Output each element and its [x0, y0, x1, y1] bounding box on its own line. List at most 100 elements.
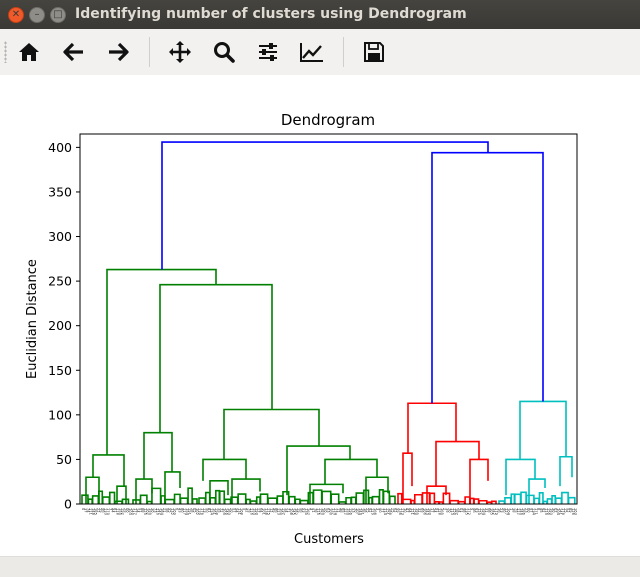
home-button[interactable]	[12, 35, 46, 69]
leaf-tick-label: 12	[269, 508, 273, 513]
leaf-tick-label: 30	[551, 508, 555, 513]
leaf-tick-label: 26	[324, 508, 328, 513]
leaf-tick-label: 152	[319, 508, 323, 515]
dendrogram-link	[528, 478, 546, 504]
leaf-tick-label: 133	[103, 508, 107, 515]
forward-button[interactable]	[101, 35, 135, 69]
pan-button[interactable]	[163, 35, 197, 69]
dendrogram-link	[231, 478, 261, 504]
leaf-tick-label: 101	[262, 508, 266, 515]
leaf-tick-label: 166	[373, 508, 377, 516]
leaf-tick-label: 69	[420, 508, 424, 513]
leaf-link	[397, 492, 403, 504]
dendrogram-link	[106, 268, 217, 455]
leaf-tick-label: 17	[430, 508, 434, 513]
leaf-tick-label: 104	[556, 508, 560, 516]
dendrogram-link	[407, 402, 457, 454]
y-tick-label: 150	[48, 363, 72, 378]
leaf-tick-label: 190	[254, 508, 258, 516]
leaf-link	[421, 492, 431, 504]
leaf-tick-label: 88	[140, 508, 144, 513]
toolbar-grip	[4, 41, 7, 63]
dendrogram-link	[469, 458, 489, 504]
leaf-link	[321, 490, 332, 504]
leaf-tick-label: 74	[86, 508, 90, 513]
dendrogram-link	[92, 454, 125, 487]
leaf-link	[164, 498, 175, 504]
leaf-tick-label: 7	[108, 508, 112, 510]
edit-axis-button[interactable]	[295, 35, 329, 69]
minimize-icon[interactable]: –	[29, 7, 45, 23]
leaf-tick-label: 135	[465, 508, 469, 515]
leaf-tick-label: 85	[341, 508, 345, 513]
dendrogram-link	[426, 485, 447, 504]
leaf-tick-label: 169	[173, 508, 177, 516]
leaf-link	[554, 497, 563, 504]
leaf-tick-label: 163	[574, 508, 578, 515]
leaf-tick-label: 60	[527, 508, 531, 513]
leaf-link	[259, 493, 269, 504]
leaf-tick-label: 172	[467, 508, 471, 515]
leaf-tick-label: 8	[536, 508, 540, 511]
leaf-tick-label: 156	[546, 508, 550, 516]
maximize-icon[interactable]: □	[50, 7, 66, 23]
dendrogram-chart[interactable]: Dendrogram 03774111148185225996133170744…	[0, 75, 640, 556]
leaf-tick-label: 112	[517, 508, 521, 515]
back-button[interactable]	[57, 35, 91, 69]
leaf-tick-label: 9	[470, 508, 474, 511]
leaf-tick-label: 98	[462, 508, 466, 513]
save-button[interactable]	[357, 35, 391, 69]
leaf-tick-label: 27	[257, 508, 261, 513]
leaf-tick-label: 107	[356, 508, 360, 515]
leaf-link	[330, 493, 340, 504]
leaf-tick-label: 31	[484, 508, 488, 513]
toolbar	[0, 29, 640, 75]
leaf-tick-label: 174	[334, 508, 338, 516]
title-bar: ✕ – □ Identifying number of clusters usi…	[0, 0, 640, 29]
close-icon[interactable]: ✕	[8, 7, 24, 23]
leaf-tick-label: 164	[507, 508, 511, 516]
leaf-tick-label: 83	[475, 508, 479, 513]
leaf-tick-label: 71	[286, 508, 290, 513]
leaf-tick-label: 142	[492, 508, 496, 515]
leaf-tick-label: 35	[217, 508, 221, 513]
leaf-tick-label: 165	[440, 508, 444, 515]
leaf-tick-label: 134	[532, 508, 536, 516]
configure-subplots-button[interactable]	[251, 35, 285, 69]
leaf-tick-label: 87	[207, 508, 211, 513]
leaf-tick-label: 43	[178, 508, 182, 513]
leaf-tick-label: 16	[497, 508, 501, 513]
dendrogram-link	[223, 408, 320, 460]
x-axis-label: Customers	[294, 532, 364, 547]
leaf-tick-label: 90	[502, 508, 506, 513]
leaf-tick-label: 198	[215, 508, 219, 516]
leaf-tick-label: 93	[301, 508, 305, 513]
leaf-link	[533, 497, 540, 504]
leaf-tick-label: 76	[447, 508, 451, 513]
leaf-tick-label: 185	[93, 508, 97, 515]
leaf-link	[368, 496, 373, 504]
leaf-tick-label: 10	[403, 508, 407, 513]
leaf-link	[198, 497, 207, 504]
leaf-tick-label: 162	[145, 508, 149, 515]
leaf-link	[299, 499, 309, 504]
leaf-tick-label: 28	[190, 508, 194, 513]
y-axis: 0 50 100 150 200 250 300 350 400	[48, 140, 80, 512]
leaf-tick-label: 33	[351, 508, 355, 513]
window-title: Identifying number of clusters using Den…	[75, 6, 467, 22]
leaf-tick-label: 36	[150, 508, 154, 513]
leaf-tick-label: 115	[316, 508, 320, 515]
leaf-tick-label: 147	[158, 508, 162, 515]
leaf-link	[350, 496, 357, 504]
leaf-tick-label: 139	[197, 508, 201, 516]
leaf-tick-label: 96	[101, 508, 105, 513]
leaf-tick-label: 75	[514, 508, 518, 513]
zoom-button[interactable]	[207, 35, 241, 69]
figure-canvas[interactable]: Dendrogram 0 37 74 111 148 185 22 59 96 133 170 7 44…	[0, 75, 640, 556]
leaf-tick-label: 143	[425, 508, 429, 515]
leaf-tick-label: 144	[358, 508, 362, 516]
leaf-tick-label: 14	[135, 508, 139, 513]
leaf-tick-label: 179	[494, 508, 498, 516]
leaf-link	[191, 498, 198, 504]
chart-title: Dendrogram	[281, 111, 375, 129]
